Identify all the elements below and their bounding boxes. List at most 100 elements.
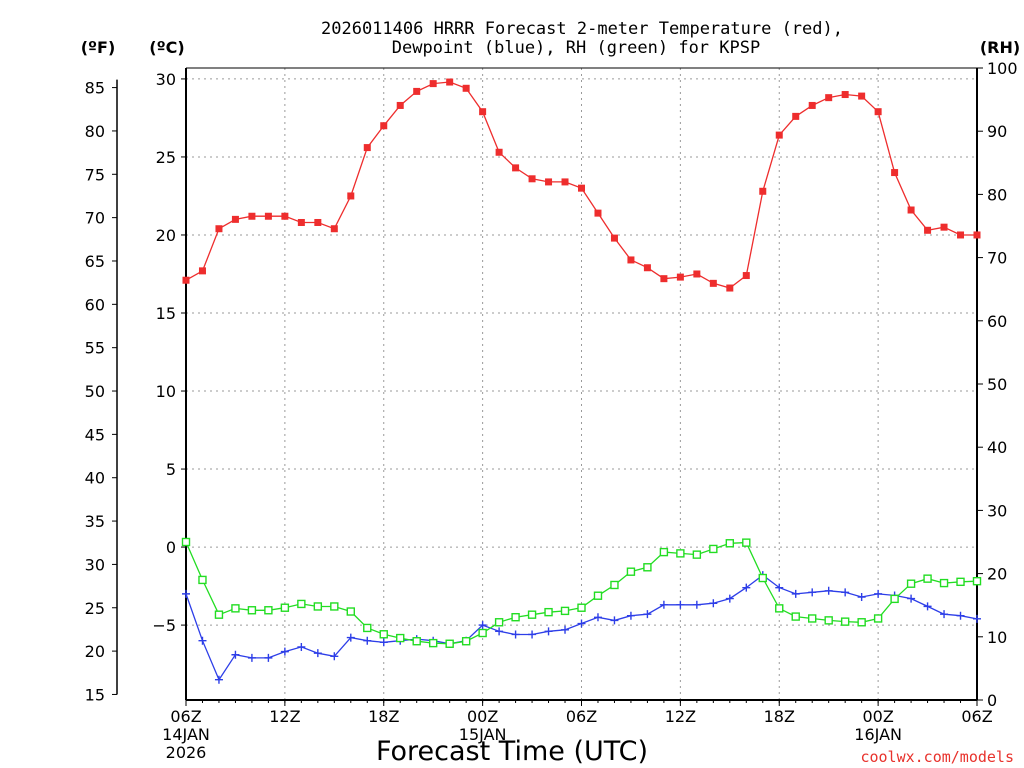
rh-point: [544, 607, 553, 617]
rh-tick-label: 20: [987, 565, 1007, 584]
fahrenheit-tick-label: 55: [85, 339, 105, 358]
temperature-point: [396, 101, 404, 109]
dewpoint-point: [659, 600, 668, 609]
rh-point: [758, 573, 767, 583]
fahrenheit-tick-label: 30: [85, 555, 105, 574]
temperature-point: [924, 226, 932, 234]
year-label: 2026: [166, 743, 207, 762]
temperature-point: [347, 192, 355, 200]
time-tick-label: 12Z: [269, 707, 300, 726]
temperature-point: [578, 184, 585, 192]
dewpoint-point: [577, 619, 586, 628]
rh-point: [659, 547, 669, 557]
dewpoint-point: [643, 610, 652, 619]
rh-point: [593, 591, 603, 600]
dewpoint-point: [709, 599, 718, 608]
fahrenheit-tick-label: 35: [85, 512, 105, 531]
time-tick-label: 00Z: [862, 707, 893, 726]
temperature-point: [330, 225, 338, 233]
rh-point: [643, 563, 652, 572]
temperature-point: [594, 209, 602, 217]
series-temperature: [182, 78, 981, 292]
dewpoint-point: [676, 600, 685, 609]
time-tick-label: 06Z: [961, 707, 992, 726]
series-rh: [181, 537, 982, 648]
dewpoint-point: [198, 636, 207, 645]
fahrenheit-tick-label: 80: [85, 122, 105, 141]
fahrenheit-unit-label: (ºF): [81, 38, 116, 57]
temperature-point: [940, 223, 948, 231]
date-label: 16JAN: [854, 725, 902, 744]
dewpoint-point: [841, 588, 850, 597]
rh-point: [478, 628, 487, 638]
celsius-tick-label: 10: [156, 382, 176, 401]
rh-tick-label: 0: [987, 691, 997, 710]
temperature-point: [858, 92, 866, 100]
rh-point: [461, 637, 471, 646]
dewpoint-point: [297, 642, 306, 651]
celsius-tick-label: 25: [156, 148, 176, 167]
temperature-point: [726, 284, 734, 292]
temperature-point: [248, 212, 256, 220]
x-axis-label: Forecast Time (UTC): [376, 736, 648, 767]
temperature-point: [380, 122, 388, 130]
rh-tick-label: 60: [987, 312, 1007, 331]
temperature-point: [198, 267, 206, 275]
temperature-point: [660, 275, 668, 283]
rh-point: [742, 538, 751, 547]
rh-point: [775, 604, 784, 613]
rh-point: [791, 612, 800, 621]
rh-point: [297, 599, 306, 609]
temperature-point: [495, 148, 503, 156]
temperature-point: [561, 178, 569, 186]
temperature-point: [545, 178, 553, 186]
rh-point: [198, 575, 207, 585]
dewpoint-point: [313, 649, 322, 658]
celsius-tick-label: 30: [156, 70, 176, 89]
dewpoint-point: [692, 600, 701, 609]
dewpoint-point: [940, 610, 949, 619]
fahrenheit-tick-label: 45: [85, 425, 105, 444]
rh-point: [577, 603, 586, 612]
series-dewpoint: [182, 571, 981, 684]
celsius-tick-label: 15: [156, 304, 176, 323]
fahrenheit-tick-label: 20: [85, 642, 105, 661]
rh-tick-label: 90: [987, 122, 1007, 141]
temperature-point: [512, 164, 520, 172]
rh-point: [231, 604, 240, 613]
rh-point: [346, 607, 355, 616]
dewpoint-point: [561, 625, 570, 634]
celsius-unit-label: (ºC): [149, 38, 184, 57]
rh-point: [363, 623, 372, 633]
fahrenheit-tick-label: 40: [85, 469, 105, 488]
time-tick-label: 12Z: [665, 707, 696, 726]
dewpoint-point: [923, 602, 932, 611]
rh-point: [725, 539, 735, 548]
rh-tick-label: 10: [987, 628, 1007, 647]
dewpoint-point: [775, 583, 784, 592]
rh-point: [709, 544, 718, 554]
fahrenheit-tick-label: 70: [85, 209, 105, 228]
temperature-point: [297, 218, 305, 226]
dewpoint-point: [725, 594, 734, 603]
rh-tick-label: 100: [987, 59, 1018, 78]
temperature-point: [759, 187, 767, 195]
dewpoint-point: [280, 647, 289, 656]
celsius-tick-label: 20: [156, 226, 176, 245]
rh-point: [626, 567, 636, 576]
rh-point: [412, 637, 421, 646]
rh-point: [560, 606, 570, 616]
temperature-point: [231, 215, 239, 223]
rh-point: [214, 610, 224, 619]
temperature-point: [446, 78, 454, 86]
rh-point: [873, 614, 883, 623]
rh-point: [511, 613, 520, 622]
rh-point: [445, 639, 454, 648]
temperature-point: [907, 206, 915, 214]
rh-point: [379, 630, 388, 639]
date-label: 14JAN: [162, 725, 210, 744]
fahrenheit-tick-label: 65: [85, 252, 105, 271]
rh-point: [890, 594, 899, 604]
